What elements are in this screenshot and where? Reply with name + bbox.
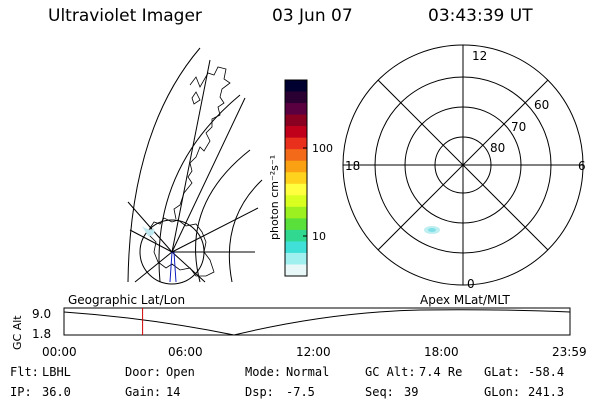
map-meridian — [171, 97, 246, 253]
colorbar-swatch — [285, 91, 307, 104]
geographic-map — [127, 47, 263, 285]
map-meridian — [134, 251, 173, 283]
coastline-south-america — [173, 66, 231, 220]
meta-door-value: Open — [166, 365, 195, 379]
colorbar-swatch — [285, 160, 307, 173]
sun-line — [173, 251, 177, 283]
colorbar-swatch — [285, 80, 307, 93]
meta-gcalt-label: GC Alt: — [365, 365, 416, 379]
map-meridian — [129, 229, 173, 253]
mlat-label-80: 80 — [490, 141, 505, 155]
colorbar-swatch — [285, 264, 307, 277]
meta-ip-label: IP: — [10, 385, 32, 399]
colorbar-swatch — [285, 183, 307, 196]
sun-line — [169, 251, 173, 283]
colorbar — [284, 79, 308, 277]
map-latitude-arc-2 — [195, 149, 251, 283]
colorbar-tick-100: 100 — [312, 142, 333, 155]
header-date: 03 Jun 07 — [272, 6, 353, 26]
header-time: 03:43:39 UT — [428, 6, 533, 26]
meta-seq-label: Seq: — [365, 385, 394, 399]
colorbar-swatch — [285, 206, 307, 219]
colorbar-swatch — [285, 137, 307, 150]
meta-gain-value: 14 — [166, 385, 180, 399]
timeline-xtick-0600: 06:00 — [168, 345, 203, 359]
colorbar-unit-label: photon cm⁻²s⁻¹ — [268, 155, 281, 240]
meta-mode-value: Normal — [286, 365, 329, 379]
meta-gain-label: Gain: — [125, 385, 161, 399]
colorbar-swatch — [285, 114, 307, 127]
colorbar-swatch — [285, 241, 307, 254]
map-limb-arc — [127, 47, 201, 283]
timeline-orbit-curve — [63, 309, 571, 336]
timeline-xtick-1200: 12:00 — [296, 345, 331, 359]
colorbar-swatch — [285, 229, 307, 242]
metadata-block: Flt: LBHL IP: 36.0 Door: Open Gain: 14 M… — [10, 365, 564, 399]
timeline-xtick-2359: 23:59 — [552, 345, 587, 359]
timeline-frame — [63, 307, 571, 336]
meta-glon-label: GLon: — [484, 385, 520, 399]
meta-glon-value: 241.3 — [528, 385, 564, 399]
timeline-ylabel: GC Alt — [11, 315, 24, 350]
polar-plot-label: Apex MLat/MLT — [420, 293, 510, 307]
meta-glat-label: GLat: — [484, 365, 520, 379]
polar-plot — [342, 44, 584, 286]
colorbar-tick-10: 10 — [312, 230, 326, 243]
colorbar-swatch — [285, 172, 307, 185]
geo-map-label: Geographic Lat/Lon — [68, 293, 185, 307]
polar-diagonal — [377, 79, 549, 251]
meta-ip-value: 36.0 — [42, 385, 71, 399]
map-meridian — [127, 201, 173, 253]
coastline-antarctica — [149, 217, 215, 277]
timeline-ymin: 1.8 — [32, 327, 51, 341]
colorbar-swatch — [285, 252, 307, 265]
meta-mode-label: Mode: — [245, 365, 281, 379]
map-meridian — [171, 207, 259, 253]
coastline-island — [191, 91, 201, 105]
colorbar-swatch — [285, 103, 307, 116]
colorbar-frame — [284, 79, 308, 277]
mlat-label-70: 70 — [511, 120, 526, 134]
aurora-spot-geo — [142, 226, 155, 236]
colorbar-swatch — [285, 195, 307, 208]
map-latitude-arc-1 — [158, 94, 241, 283]
meta-seq-value: 39 — [404, 385, 418, 399]
meta-filter-label: Flt: — [10, 365, 39, 379]
timeline-ymax: 9.0 — [32, 307, 51, 321]
colorbar-swatch — [285, 149, 307, 162]
mlt-label-18: 18 — [345, 159, 360, 173]
timeline-xtick-1800: 18:00 — [424, 345, 459, 359]
meta-gcalt-value: 7.4 Re — [419, 365, 462, 379]
mlt-label-12: 12 — [472, 49, 487, 63]
map-latitude-arc-3 — [228, 179, 263, 283]
meta-dsp-label: Dsp: — [245, 385, 274, 399]
meta-dsp-value: -7.5 — [286, 385, 315, 399]
colorbar-swatch — [285, 126, 307, 139]
map-meridian — [171, 251, 206, 283]
header-title: Ultraviolet Imager — [48, 6, 202, 26]
meta-door-label: Door: — [125, 365, 161, 379]
meta-glat-value: -58.4 — [528, 365, 564, 379]
mlt-label-0: 0 — [467, 277, 475, 291]
aurora-spot-polar-core — [428, 228, 436, 232]
mlt-label-6: 6 — [578, 159, 586, 173]
meta-filter-value: LBHL — [42, 365, 71, 379]
map-meridian — [171, 59, 211, 253]
timeline-xtick-0000: 00:00 — [42, 345, 77, 359]
mlat-label-60: 60 — [534, 98, 549, 112]
colorbar-swatch — [285, 218, 307, 231]
